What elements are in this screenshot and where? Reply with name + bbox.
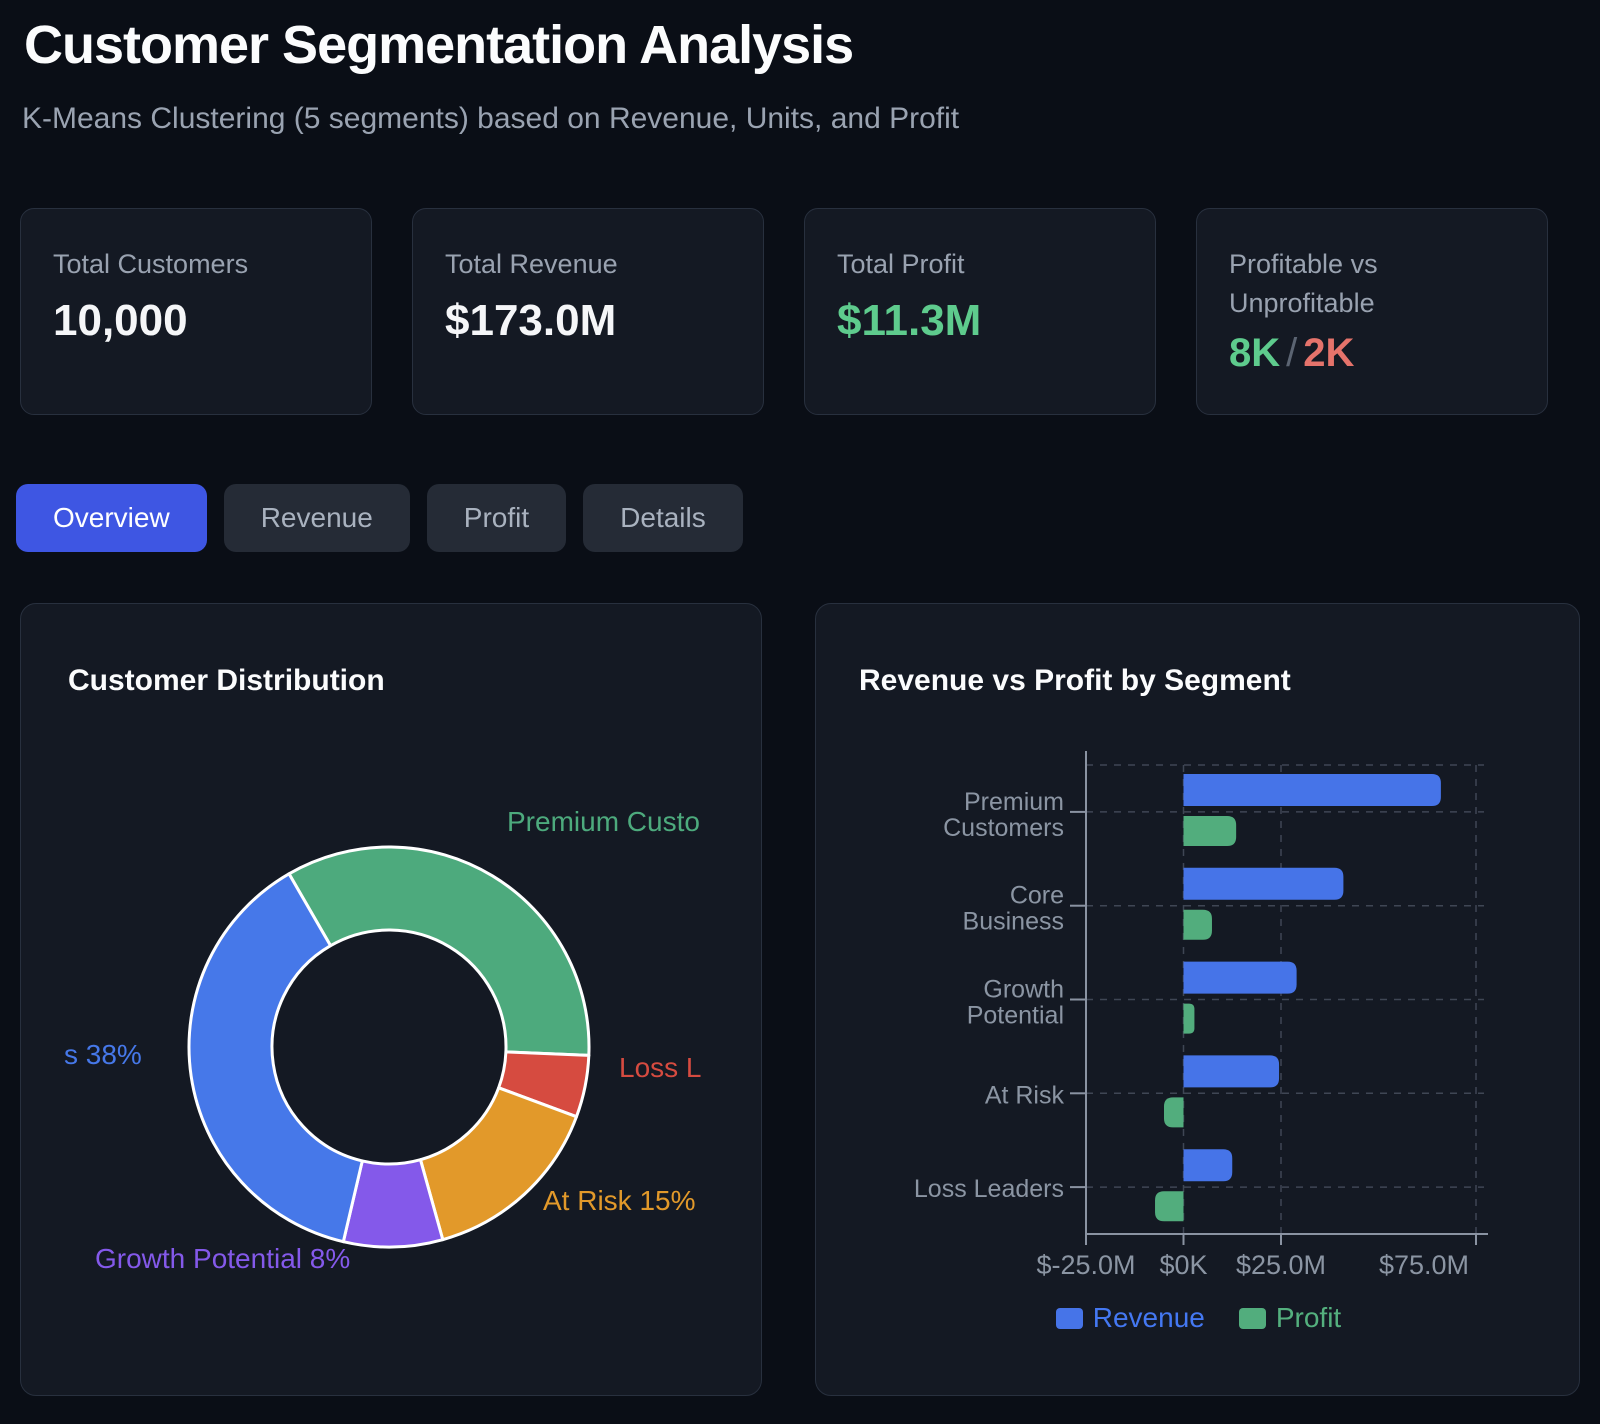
donut-label-premium-customers: Premium Custo bbox=[507, 806, 700, 837]
stat-value: $173.0M bbox=[445, 296, 617, 346]
svg-text:Premium: Premium bbox=[964, 788, 1064, 816]
profit-bar-premium-customers[interactable] bbox=[1183, 816, 1237, 846]
stat-card-total-customers: Total Customers 10,000 bbox=[20, 208, 372, 415]
stat-label: Profitable vs Unprofitable bbox=[1229, 249, 1378, 319]
stat-card-total-profit: Total Profit $11.3M bbox=[804, 208, 1156, 415]
y-axis-category-label: Loss Leaders bbox=[914, 1175, 1064, 1203]
revenue-bar-loss-leaders[interactable] bbox=[1183, 1149, 1233, 1182]
revenue-vs-profit-card: Revenue vs Profit by Segment $-25.0M $0K $… bbox=[815, 603, 1580, 1396]
revenue-vs-profit-title: Revenue vs Profit by Segment bbox=[859, 664, 1291, 697]
view-tabs: Overview Revenue Profit Details bbox=[16, 484, 743, 552]
customer-distribution-card: Customer Distribution Premium Custo Loss… bbox=[20, 603, 762, 1396]
x-axis-tick-label: $75.0M bbox=[1379, 1250, 1469, 1280]
svg-text:At Risk: At Risk bbox=[985, 1081, 1065, 1109]
revenue-swatch-icon bbox=[1055, 1307, 1083, 1329]
svg-text:Business: Business bbox=[963, 908, 1064, 936]
svg-text:Growth: Growth bbox=[983, 976, 1064, 1004]
donut-chart-svg bbox=[187, 845, 591, 1249]
tab-overview[interactable]: Overview bbox=[16, 484, 207, 552]
donut-label-growth-potential: Growth Potential 8% bbox=[95, 1243, 351, 1274]
legend-label-revenue: Revenue bbox=[1092, 1302, 1205, 1333]
page-subtitle: K-Means Clustering (5 segments) based on… bbox=[22, 102, 960, 135]
stat-label: Total Revenue bbox=[445, 249, 618, 279]
donut-label-loss-leaders: Loss L bbox=[619, 1052, 702, 1083]
legend-item-revenue[interactable]: Revenue bbox=[1055, 1302, 1205, 1334]
svg-text:Loss Leaders: Loss Leaders bbox=[914, 1175, 1064, 1203]
profitable-count: 8K bbox=[1229, 331, 1281, 376]
x-axis-tick-label: $0K bbox=[1159, 1250, 1207, 1280]
unprofitable-count: 2K bbox=[1303, 331, 1355, 376]
revenue-bar-core-business[interactable] bbox=[1183, 867, 1344, 900]
ratio-separator: / bbox=[1286, 331, 1298, 376]
legend-label-profit: Profit bbox=[1275, 1302, 1342, 1333]
stat-card-total-revenue: Total Revenue $173.0M bbox=[412, 208, 764, 415]
stat-value-ratio: 8K/2K bbox=[1229, 331, 1515, 376]
revenue-bar-growth-potential[interactable] bbox=[1183, 961, 1297, 994]
svg-text:Core: Core bbox=[1010, 882, 1064, 910]
profit-swatch-icon bbox=[1238, 1307, 1266, 1329]
stat-value: $11.3M bbox=[837, 296, 982, 346]
profit-bar-core-business[interactable] bbox=[1183, 909, 1212, 940]
donut-label-at-risk: At Risk 15% bbox=[543, 1185, 696, 1216]
legend-item-profit[interactable]: Profit bbox=[1238, 1302, 1342, 1334]
x-axis-tick-label: $25.0M bbox=[1236, 1250, 1326, 1280]
stat-card-row: Total Customers 10,000 Total Revenue $17… bbox=[20, 208, 1548, 415]
svg-text:Customers: Customers bbox=[943, 814, 1064, 842]
donut-segment-core-business[interactable] bbox=[187, 872, 364, 1244]
stat-value: 10,000 bbox=[53, 296, 188, 346]
revenue-bar-premium-customers[interactable] bbox=[1183, 774, 1441, 806]
donut-segment-premium-customers[interactable] bbox=[287, 845, 591, 1057]
stat-label: Total Customers bbox=[53, 249, 249, 279]
svg-text:Potential: Potential bbox=[967, 1002, 1064, 1030]
tab-profit[interactable]: Profit bbox=[426, 484, 567, 552]
profit-bar-growth-potential[interactable] bbox=[1183, 1003, 1195, 1034]
revenue-bar-at-risk[interactable] bbox=[1183, 1055, 1280, 1088]
y-axis-category-label: At Risk bbox=[985, 1081, 1065, 1109]
bar-chart-legend: Revenue Profit bbox=[816, 1302, 1581, 1334]
page-title: Customer Segmentation Analysis bbox=[24, 15, 854, 75]
profit-bar-loss-leaders[interactable] bbox=[1155, 1191, 1184, 1222]
tab-details[interactable]: Details bbox=[583, 484, 743, 552]
profit-bar-at-risk[interactable] bbox=[1164, 1097, 1184, 1128]
customer-distribution-title: Customer Distribution bbox=[68, 664, 385, 697]
stat-card-profitable-ratio: Profitable vs Unprofitable 8K/2K bbox=[1196, 208, 1548, 415]
donut-label-core-business: s 38% bbox=[64, 1039, 142, 1070]
stat-label: Total Profit bbox=[837, 249, 965, 279]
tab-revenue[interactable]: Revenue bbox=[223, 484, 410, 552]
x-axis-tick-label: $-25.0M bbox=[1036, 1250, 1135, 1280]
